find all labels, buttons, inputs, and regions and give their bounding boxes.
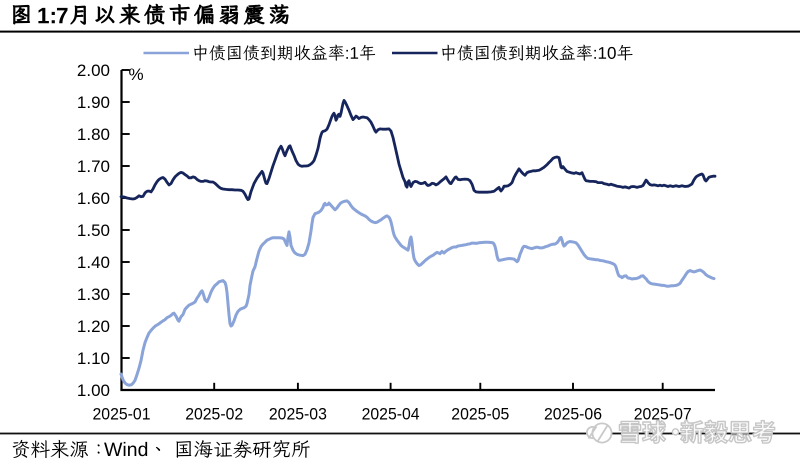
- svg-text:1.10: 1.10: [77, 349, 110, 368]
- svg-text:2.00: 2.00: [77, 61, 110, 80]
- svg-text:2025-04: 2025-04: [362, 405, 420, 424]
- svg-text:2025-03: 2025-03: [269, 405, 327, 424]
- svg-text:2025-05: 2025-05: [451, 405, 509, 424]
- svg-text:1.90: 1.90: [77, 93, 110, 112]
- svg-text:1.50: 1.50: [77, 221, 110, 240]
- svg-text:2025-06: 2025-06: [544, 405, 602, 424]
- svg-text:2025-07: 2025-07: [634, 405, 692, 424]
- svg-text:1.40: 1.40: [77, 253, 110, 272]
- svg-text:2025-01: 2025-01: [93, 405, 151, 424]
- svg-text:2025-02: 2025-02: [185, 405, 243, 424]
- svg-text:1.30: 1.30: [77, 285, 110, 304]
- svg-text:1.60: 1.60: [77, 189, 110, 208]
- svg-text:1.20: 1.20: [77, 317, 110, 336]
- svg-text:1.70: 1.70: [77, 157, 110, 176]
- svg-text:%: %: [129, 65, 144, 84]
- svg-text:1.80: 1.80: [77, 125, 110, 144]
- svg-text:1.00: 1.00: [77, 381, 110, 400]
